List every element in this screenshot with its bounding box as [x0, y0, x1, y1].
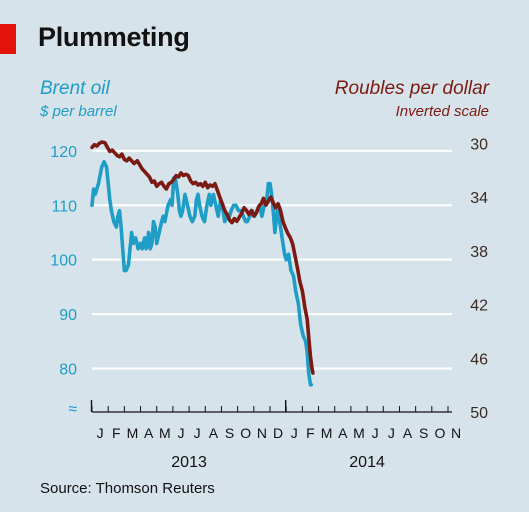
x-tick-label: A [209, 425, 219, 441]
right-axis-subtitle: Inverted scale [395, 103, 489, 120]
left-axis-ticks: 80 90 100 110 120 ≈ [50, 144, 77, 418]
right-axis-ticks: 30 34 38 42 46 50 [470, 136, 488, 422]
axis-break-icon: ≈ [68, 401, 77, 418]
x-tick-label: O [434, 425, 445, 441]
x-tick-label: N [257, 425, 267, 441]
left-tick-label: 120 [50, 144, 77, 161]
x-tick-label: F [306, 425, 315, 441]
x-tick-label: J [178, 425, 185, 441]
x-tick-label: J [194, 425, 201, 441]
x-tick-label: A [144, 425, 154, 441]
x-tick-label: A [338, 425, 348, 441]
x-tick-label: N [451, 425, 461, 441]
right-tick-label: 42 [470, 298, 488, 315]
right-tick-label: 46 [470, 351, 488, 368]
year-label: 2013 [171, 454, 207, 471]
x-tick-label: J [97, 425, 104, 441]
x-tick-label: S [225, 425, 234, 441]
right-axis-title: Roubles per dollar [334, 78, 489, 99]
x-tick-label: S [419, 425, 428, 441]
right-tick-label: 30 [470, 136, 488, 153]
rouble-line [90, 140, 315, 375]
right-tick-label: 34 [470, 190, 488, 207]
right-tick-label: 50 [470, 405, 488, 422]
x-tick-label: M [353, 425, 365, 441]
x-tick-label: M [159, 425, 171, 441]
brent-oil-line [90, 160, 314, 387]
x-tick-label: J [291, 425, 298, 441]
x-tick-label: F [112, 425, 121, 441]
series-lines [90, 140, 315, 387]
left-axis-subtitle: $ per barrel [40, 103, 117, 120]
x-tick-label: M [321, 425, 333, 441]
left-tick-label: 80 [59, 361, 77, 378]
left-tick-label: 90 [59, 307, 77, 324]
left-tick-label: 110 [51, 198, 77, 215]
right-tick-label: 38 [470, 244, 488, 261]
x-tick-label: M [127, 425, 139, 441]
left-tick-label: 100 [50, 253, 77, 270]
left-axis-title: Brent oil [40, 78, 110, 99]
x-tick-label: J [388, 425, 395, 441]
x-tick-label: A [403, 425, 413, 441]
x-tick-label: O [240, 425, 251, 441]
gridlines [92, 149, 452, 370]
accent-bar [0, 24, 16, 54]
x-tick-label: J [372, 425, 379, 441]
chart-title: Plummeting [38, 22, 190, 52]
source-note: Source: Thomson Reuters [40, 480, 215, 497]
year-label: 2014 [349, 454, 385, 471]
x-tick-label: D [273, 425, 283, 441]
